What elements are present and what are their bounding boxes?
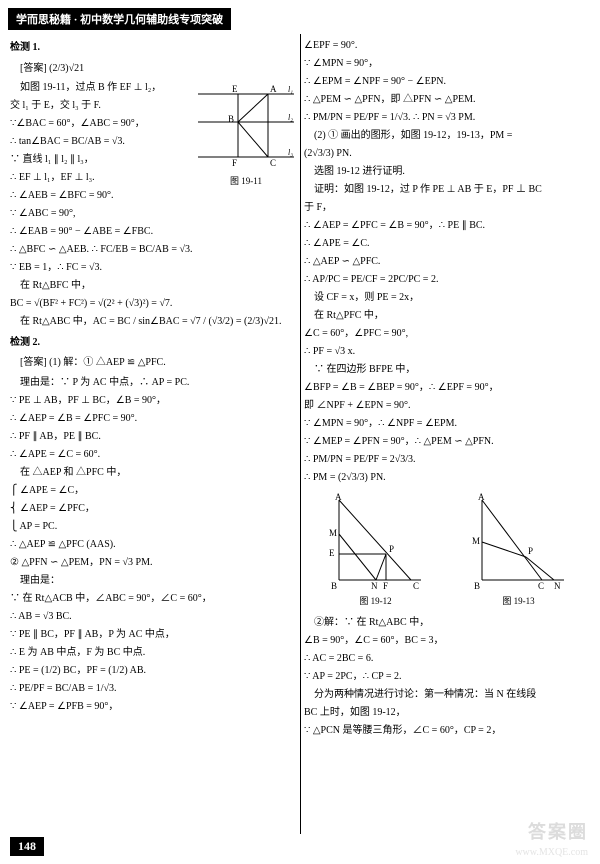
c2-l1: ∵ PE ⊥ AB，PF ⊥ BC，∠B = 90°， [10, 393, 296, 410]
svg-text:P: P [528, 546, 533, 556]
svg-text:B: B [228, 114, 234, 124]
c2-l10: ② △PFN ∽ △PEM，PN = √3 PM. [10, 555, 296, 572]
check1-answer: [答案] (2/3)√21 [10, 61, 296, 78]
figure-19-13: A M B C N P 图 19-13 [464, 492, 574, 609]
svg-text:F: F [383, 581, 388, 591]
left-column: 检测 1. [答案] (2/3)√21 E A B F C l₁ l₂ l₃ 图… [10, 36, 296, 741]
r-l20: 即 ∠NPF + ∠EPN = 90°. [304, 398, 590, 415]
fig1-caption: 图 19-11 [196, 174, 296, 189]
r-l3: ∴ △PEM ∽ △PFN，即 △PFN ∽ △PEM. [304, 92, 590, 109]
c1-l6: ∴ ∠AEB = ∠BFC = 90°. [10, 188, 296, 205]
c2-l17: ∴ PE/PF = BC/AB = 1/√3. [10, 681, 296, 698]
svg-text:M: M [329, 528, 337, 538]
svg-text:l₃: l₃ [288, 148, 293, 157]
c1-l9: ∴ △BFC ∽ △AEB. ∴ FC/EB = BC/AB = √3. [10, 242, 296, 259]
r-l9: 于 F， [304, 200, 590, 217]
r-l8: 证明：如图 19-12，过 P 作 PE ⊥ AB 于 E，PF ⊥ BC [304, 182, 590, 199]
r-l23: ∴ PM/PN = PE/PF = 2√3/3. [304, 452, 590, 469]
bottom-figures: A M E B N F C P 图 19-12 A [304, 492, 590, 609]
c2-l4: ∴ ∠APE = ∠C = 60°. [10, 447, 296, 464]
svg-text:l₁: l₁ [288, 85, 293, 94]
svg-text:B: B [474, 581, 480, 591]
c2-l11: 理由是： [10, 573, 296, 590]
page-number: 148 [10, 837, 44, 856]
book-header: 学而思秘籍 · 初中数学几何辅助线专项突破 [8, 8, 231, 30]
c2-l0: 理由是：∵ P 为 AC 中点，∴ AP = PC. [10, 375, 296, 392]
svg-text:A: A [478, 492, 485, 502]
svg-text:F: F [232, 158, 237, 168]
r-l17: ∴ PF = √3 x. [304, 344, 590, 361]
right-column: ∠EPF = 90°. ∵ ∠MPN = 90°， ∴ ∠EPM = ∠NPF … [304, 36, 590, 741]
rb-l4: 分为两种情况进行讨论：第一种情况：当 N 在线段 [304, 687, 590, 704]
c2-l14: ∵ PE ∥ BC，PF ∥ AB，P 为 AC 中点， [10, 627, 296, 644]
check1-title: 检测 1. [10, 40, 296, 57]
svg-text:M: M [472, 536, 480, 546]
c2-l12: ∵ 在 Rt△ACB 中，∠ABC = 90°，∠C = 60°， [10, 591, 296, 608]
r-l0: ∠EPF = 90°. [304, 38, 590, 55]
r-l4: ∴ PM/PN = PE/PF = 1/√3. ∴ PN = √3 PM. [304, 110, 590, 127]
rb-l2: ∴ AC = 2BC = 6. [304, 651, 590, 668]
svg-text:C: C [413, 581, 419, 591]
svg-text:A: A [335, 492, 342, 502]
svg-text:N: N [554, 581, 561, 591]
svg-text:B: B [331, 581, 337, 591]
r-l19: ∠BFP = ∠B = ∠BEP = 90°，∴ ∠EPF = 90°， [304, 380, 590, 397]
r-l6: (2√3/3) PN. [304, 146, 590, 163]
fig3-caption: 图 19-13 [464, 594, 574, 609]
rb-l3: ∵ AP = 2PC，∴ CP = 2. [304, 669, 590, 686]
r-l5: (2) ① 画出的图形，如图 19-12，19-13，PM = [304, 128, 590, 145]
c2-l16: ∴ PE = (1/2) BC，PF = (1/2) AB. [10, 663, 296, 680]
r-l24: ∴ PM = (2√3/3) PN. [304, 470, 590, 487]
c2-l15: ∴ E 为 AB 中点，F 为 BC 中点. [10, 645, 296, 662]
svg-text:l₂: l₂ [288, 113, 293, 122]
rb-l5: BC 上时，如图 19-12， [304, 705, 590, 722]
c2-l5: 在 △AEP 和 △PFC 中， [10, 465, 296, 482]
rb-l6: ∵ △PCN 是等腰三角形，∠C = 60°，CP = 2， [304, 723, 590, 740]
r-l21: ∵ ∠MPN = 90°，∴ ∠NPF = ∠EPM. [304, 416, 590, 433]
rb-l1: ∠B = 90°，∠C = 60°，BC = 3， [304, 633, 590, 650]
r-l10: ∴ ∠AEP = ∠PFC = ∠B = 90°，∴ PE ∥ BC. [304, 218, 590, 235]
c2-l8: ⎩ AP = PC. [10, 519, 296, 536]
check2-answer: [答案] (1) 解：① △AEP ≌ △PFC. [10, 355, 296, 372]
rb-l0: ②解：∵ 在 Rt△ABC 中， [304, 615, 590, 632]
r-l12: ∴ △AEP ∽ △PFC. [304, 254, 590, 271]
check2-title: 检测 2. [10, 335, 296, 352]
svg-text:E: E [232, 84, 238, 94]
r-l2: ∴ ∠EPM = ∠NPF = 90° − ∠EPN. [304, 74, 590, 91]
c1-l8: ∴ ∠EAB = 90° − ∠ABE = ∠FBC. [10, 224, 296, 241]
r-l18: ∵ 在四边形 BFPE 中， [304, 362, 590, 379]
svg-text:A: A [270, 84, 277, 94]
c2-l2: ∴ ∠AEP = ∠B = ∠PFC = 90°. [10, 411, 296, 428]
r-l16: ∠C = 60°，∠PFC = 90°, [304, 326, 590, 343]
column-divider [300, 34, 301, 834]
r-l7: 选图 19-12 进行证明. [304, 164, 590, 181]
c2-l13: ∴ AB = √3 BC. [10, 609, 296, 626]
c2-l3: ∴ PF ∥ AB，PE ∥ BC. [10, 429, 296, 446]
c1-l10: ∵ EB = 1，∴ FC = √3. [10, 260, 296, 277]
svg-text:E: E [329, 548, 335, 558]
svg-text:C: C [270, 158, 276, 168]
c2-l6: ⎧ ∠APE = ∠C， [10, 483, 296, 500]
c2-l9: ∴ △AEP ≌ △PFC (AAS). [10, 537, 296, 554]
c1-l11: 在 Rt△BFC 中， [10, 278, 296, 295]
c1-l12: BC = √(BF² + FC²) = √(2² + (√3)²) = √7. [10, 296, 296, 313]
svg-text:C: C [538, 581, 544, 591]
svg-text:N: N [371, 581, 378, 591]
c2-l7: ⎨ ∠AEP = ∠PFC， [10, 501, 296, 518]
figure-19-12: A M E B N F C P 图 19-12 [321, 492, 431, 609]
c1-l7: ∵ ∠ABC = 90°, [10, 206, 296, 223]
r-l1: ∵ ∠MPN = 90°， [304, 56, 590, 73]
svg-text:P: P [389, 544, 394, 554]
r-l13: ∴ AP/PC = PE/CF = 2PC/PC = 2. [304, 272, 590, 289]
watermark-url: www.MXQE.com [515, 847, 588, 858]
r-l22: ∵ ∠MEP = ∠PFN = 90°，∴ △PEM ∽ △PFN. [304, 434, 590, 451]
fig2-caption: 图 19-12 [321, 594, 431, 609]
r-l15: 在 Rt△PFC 中， [304, 308, 590, 325]
watermark-text: 答案圈 [528, 818, 588, 844]
r-l11: ∴ ∠APE = ∠C. [304, 236, 590, 253]
r-l14: 设 CF = x，则 PE = 2x， [304, 290, 590, 307]
c1-l13: 在 Rt△ABC 中，AC = BC / sin∠BAC = √7 / (√3/… [10, 314, 296, 331]
c2-l18: ∵ ∠AEP = ∠PFB = 90°， [10, 699, 296, 716]
figure-19-11: E A B F C l₁ l₂ l₃ 图 19-11 [196, 82, 296, 189]
